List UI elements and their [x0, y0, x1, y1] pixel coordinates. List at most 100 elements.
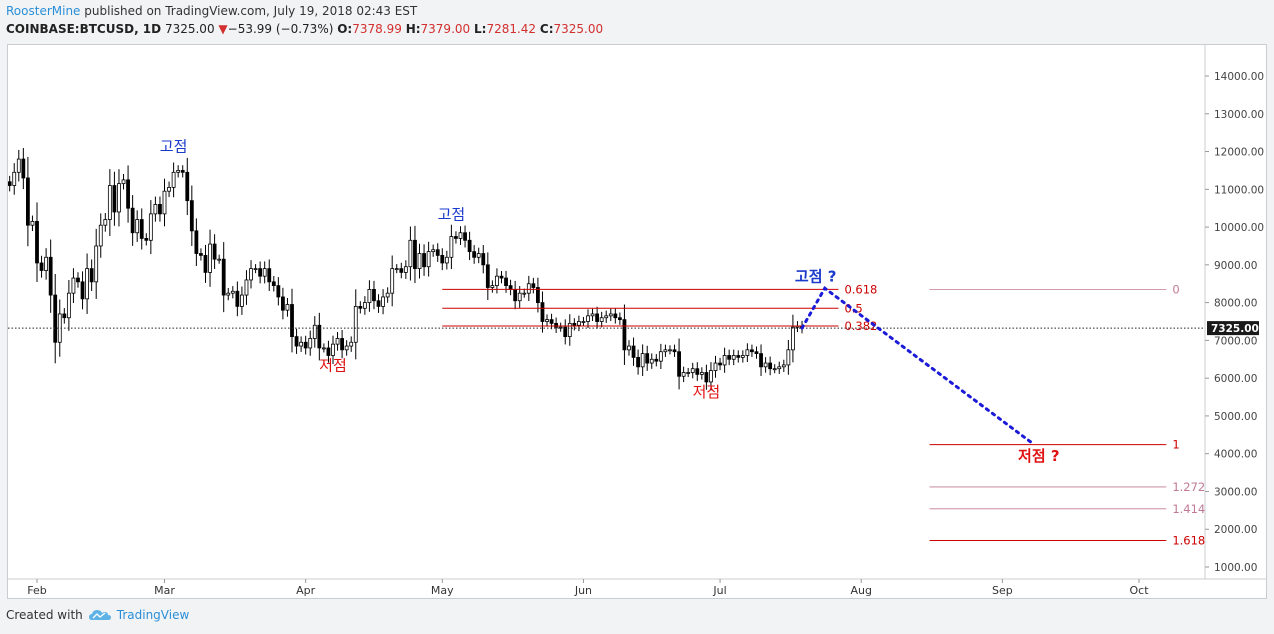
candle-body [299, 341, 304, 347]
candle [71, 268, 76, 303]
candle-body [581, 321, 586, 323]
time-tick-label: Sep [992, 584, 1013, 597]
tradingview-brand-link[interactable]: TradingView [116, 608, 190, 622]
candle [536, 277, 540, 313]
candle-body [62, 313, 67, 319]
candle-body [754, 351, 759, 355]
candle-body [791, 326, 795, 351]
candle-body [745, 349, 750, 356]
candle-body [531, 283, 536, 288]
candle-body [367, 288, 372, 304]
candle [8, 175, 12, 192]
candle-body [30, 221, 35, 226]
candle [194, 218, 199, 266]
candle-body [25, 177, 30, 226]
candle [690, 362, 695, 379]
candle [321, 343, 326, 353]
chart-panel[interactable]: 1000.00 2000.00 3000.00 4000.00 5000.00 6000.… [7, 44, 1267, 599]
candle [294, 328, 299, 354]
candle [595, 306, 600, 329]
candle-body [517, 292, 522, 302]
chart-annotation: 고점 [438, 206, 466, 224]
candle [171, 162, 176, 198]
candle-body [253, 268, 258, 271]
candle-body [408, 239, 413, 268]
chart-annotation: 고점 [160, 138, 188, 156]
candle [567, 314, 572, 346]
candle [695, 362, 700, 381]
candle-body [303, 341, 308, 349]
candle [613, 308, 618, 324]
candle-body [759, 353, 763, 368]
candle-body [372, 288, 376, 302]
candle-body [276, 285, 281, 298]
candle-body [8, 181, 12, 186]
author-link[interactable]: RoosterMine [6, 4, 81, 18]
candle-body [536, 287, 540, 304]
candle [290, 288, 294, 353]
candle [176, 165, 181, 178]
candle-body [649, 358, 654, 364]
candle [713, 355, 718, 378]
candle-body [194, 230, 199, 254]
tradingview-cloud-icon[interactable] [88, 609, 111, 621]
candle [180, 165, 185, 178]
candle-body [16, 158, 21, 173]
candle-body [89, 268, 94, 283]
candle-body [640, 353, 645, 368]
candle [617, 312, 622, 325]
candle-body [39, 262, 44, 271]
price-chart[interactable]: 1000.00 2000.00 3000.00 4000.00 5000.00 6000.… [8, 45, 1266, 598]
candle-body [463, 232, 467, 241]
candle-body [139, 219, 144, 239]
candle-body [563, 326, 568, 338]
candle-body [362, 302, 367, 309]
candle [476, 247, 481, 264]
candle [686, 367, 691, 378]
low-label: L: [473, 22, 487, 36]
candle-body [185, 171, 190, 202]
candle [308, 330, 313, 356]
candle [117, 169, 121, 227]
price-tick-label: 10000.00 [1214, 222, 1264, 234]
candle-body [394, 268, 399, 271]
candle [668, 345, 672, 355]
candle [463, 225, 467, 248]
candle-body [53, 294, 58, 343]
candle [48, 239, 53, 313]
candle [349, 336, 354, 352]
candle [326, 340, 331, 363]
candle [763, 357, 768, 373]
candle-body [290, 304, 294, 338]
candle [80, 271, 85, 310]
price-tick-label: 2000.00 [1214, 524, 1257, 536]
price-change: −53.99 (−0.73%) [227, 22, 334, 36]
high-value: 7379.00 [420, 22, 471, 36]
candle [472, 245, 477, 264]
candle-body [426, 251, 431, 268]
candle [208, 229, 212, 287]
candle [454, 231, 458, 244]
candle [394, 264, 399, 274]
candle-body [153, 204, 158, 215]
candle-body [203, 255, 208, 273]
candle-body [722, 355, 727, 366]
candle [230, 286, 235, 299]
candle-body [590, 313, 595, 317]
candle [481, 245, 486, 274]
candle [362, 296, 367, 315]
candle [390, 255, 395, 307]
chart-annotation: 저점 [319, 357, 347, 375]
candle-body [390, 268, 395, 294]
time-tick-label: Feb [27, 584, 46, 597]
candle [107, 169, 112, 236]
candle-body [208, 243, 212, 273]
candle [672, 344, 677, 357]
candle [312, 316, 317, 348]
candle-body [117, 183, 121, 213]
candle-body [21, 158, 26, 179]
candle-body [686, 372, 691, 374]
candle [162, 178, 167, 227]
candle [554, 317, 559, 334]
candle [645, 345, 650, 371]
